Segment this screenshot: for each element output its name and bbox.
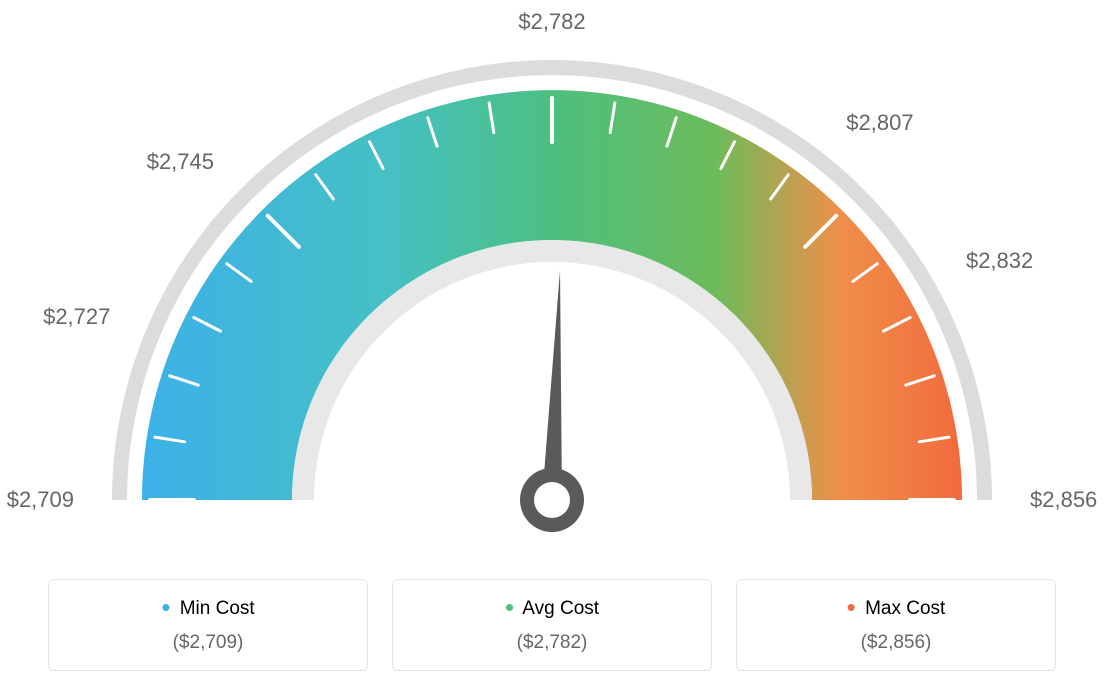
scale-label: $2,709 xyxy=(7,487,74,513)
dot-icon: • xyxy=(505,592,514,622)
dot-icon: • xyxy=(847,592,856,622)
legend-value-max: ($2,856) xyxy=(747,632,1045,654)
legend-title-avg: • Avg Cost xyxy=(403,598,701,620)
scale-label: $2,745 xyxy=(147,149,214,175)
legend-title-min: • Min Cost xyxy=(59,598,357,620)
legend-row: • Min Cost ($2,709) • Avg Cost ($2,782) … xyxy=(0,560,1104,690)
chart-container: $2,709 $2,727 $2,745 $2,782 $2,807 $2,832 $2,8… xyxy=(0,0,1104,690)
scale-label: $2,832 xyxy=(966,248,1033,274)
scale-label: $2,727 xyxy=(43,304,110,330)
scale-label: $2,807 xyxy=(846,110,913,136)
legend-value-min: ($2,709) xyxy=(59,632,357,654)
gauge-svg xyxy=(0,0,1104,560)
legend-label-max: Max Cost xyxy=(865,598,945,619)
legend-card-avg: • Avg Cost ($2,782) xyxy=(392,579,712,671)
legend-label-min: Min Cost xyxy=(180,598,255,619)
legend-card-max: • Max Cost ($2,856) xyxy=(736,579,1056,671)
dot-icon: • xyxy=(161,592,170,622)
legend-label-avg: Avg Cost xyxy=(522,598,599,619)
legend-card-min: • Min Cost ($2,709) xyxy=(48,579,368,671)
legend-title-max: • Max Cost xyxy=(747,598,1045,620)
gauge-chart: $2,709 $2,727 $2,745 $2,782 $2,807 $2,832 $2,8… xyxy=(0,0,1104,560)
scale-label: $2,782 xyxy=(518,9,585,35)
scale-label: $2,856 xyxy=(1030,487,1097,513)
legend-value-avg: ($2,782) xyxy=(403,632,701,654)
